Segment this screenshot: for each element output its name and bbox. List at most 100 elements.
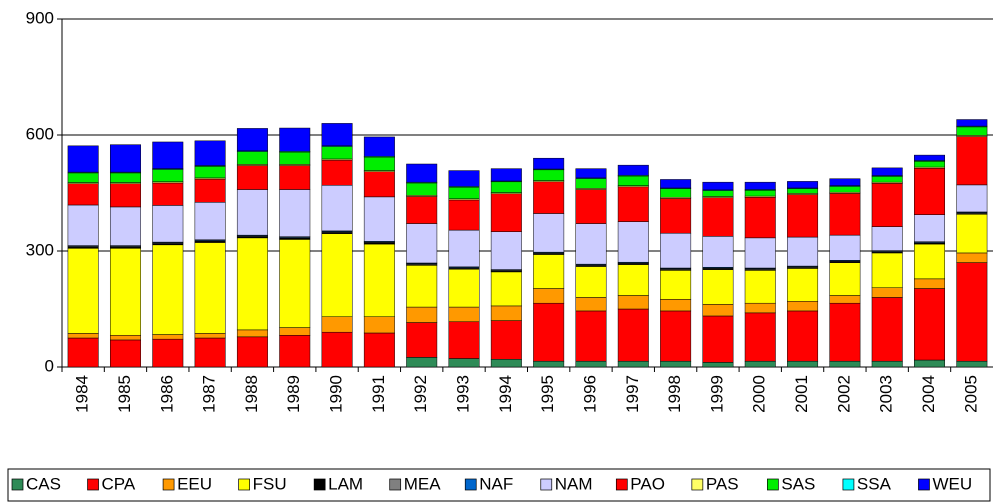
legend-swatch <box>11 478 24 491</box>
bar-segment <box>490 305 522 321</box>
legend-swatch <box>87 478 99 491</box>
bar-segment <box>575 189 607 224</box>
bar-segment <box>321 123 353 147</box>
bar-segment <box>702 269 734 305</box>
bar-segment <box>67 183 99 206</box>
bar-segment <box>279 127 311 152</box>
bar-segment <box>914 168 946 215</box>
x-tick-label: 2002 <box>834 375 853 413</box>
bar-segment <box>406 265 438 308</box>
bar-segment <box>236 151 268 165</box>
bar-segment <box>109 183 141 208</box>
bar-segment <box>787 181 819 189</box>
bar-segment <box>829 178 861 186</box>
bar-segment <box>448 229 480 268</box>
bar-segment <box>279 165 311 190</box>
bar-segment <box>956 136 988 186</box>
legend-label: SSA <box>857 474 892 493</box>
bar-segment <box>363 243 395 317</box>
bar-segment <box>533 302 565 362</box>
bar-segment <box>744 237 776 269</box>
x-tick-label: 1984 <box>73 375 92 413</box>
bar-segment <box>490 231 522 270</box>
bar-segment <box>533 254 565 289</box>
bar-segment <box>279 151 311 165</box>
y-tick-label: 300 <box>26 240 54 259</box>
bar-segment <box>744 312 776 362</box>
x-tick-label: 1993 <box>454 375 473 413</box>
bar-segment <box>702 190 734 197</box>
bar-segment <box>533 360 565 368</box>
bar-segment <box>67 145 99 173</box>
bar-segment <box>67 248 99 334</box>
bar-segment <box>575 178 607 189</box>
bar-segment <box>279 335 311 368</box>
bar-segment <box>533 169 565 181</box>
legend-swatch <box>238 478 250 491</box>
x-tick-label: 1997 <box>623 375 642 413</box>
bar-segment <box>575 168 607 179</box>
bar-segment <box>279 239 311 328</box>
bar-segment <box>914 214 946 242</box>
bar-segment <box>702 315 734 363</box>
legend-swatch <box>615 478 628 491</box>
bar-segment <box>533 181 565 214</box>
legend-label: PAO <box>630 474 665 493</box>
bar-segment <box>829 360 861 368</box>
legend-swatch <box>842 478 855 491</box>
bar-segment <box>533 157 565 170</box>
bar-segment <box>660 188 692 198</box>
bar-segment <box>871 297 903 362</box>
bar-segment <box>787 301 819 312</box>
legend-swatch <box>389 478 402 491</box>
bar-segment <box>363 316 395 334</box>
bar-segment <box>617 186 649 222</box>
bar-segment <box>406 322 438 358</box>
bar-segment <box>194 140 226 166</box>
legend-label: WEU <box>932 474 972 493</box>
bar-segment <box>829 262 861 296</box>
bar-segment <box>660 270 692 300</box>
bar-segment <box>321 185 353 232</box>
bar-segment <box>236 189 268 236</box>
y-tick-label: 900 <box>26 8 54 27</box>
bar-segment <box>871 360 903 368</box>
bar-segment <box>660 198 692 234</box>
bar-segment <box>448 306 480 323</box>
bar-segment <box>702 236 734 268</box>
bar-segment <box>744 190 776 197</box>
bar-segment <box>194 178 226 203</box>
bar-segment <box>617 308 649 362</box>
x-tick-label: 1999 <box>707 375 726 413</box>
bar-segment <box>617 164 649 176</box>
bar-segment <box>321 159 353 186</box>
bar-segment <box>829 186 861 193</box>
x-tick-label: 1987 <box>200 375 219 413</box>
legend-swatch <box>162 478 175 491</box>
bar-segment <box>829 234 861 261</box>
bar-segment <box>363 136 395 157</box>
bar-segment <box>109 335 141 341</box>
bar-segment <box>152 169 184 183</box>
bar-segment <box>702 197 734 237</box>
bar-segment <box>152 334 184 340</box>
bar-segment <box>490 320 522 360</box>
legend-label: EEU <box>177 474 212 493</box>
legend-swatch <box>767 478 779 491</box>
bar-segment <box>914 243 946 280</box>
bar-segment <box>914 161 946 168</box>
x-tick-label: 1995 <box>538 375 557 413</box>
legend-label: MEA <box>404 474 442 493</box>
bar-segment <box>67 337 99 368</box>
bar-segment <box>533 288 565 304</box>
bar-segment <box>448 186 480 200</box>
bar-segment <box>406 196 438 224</box>
bar-segment <box>363 196 395 242</box>
bar-segment <box>871 183 903 227</box>
bar-segment <box>787 360 819 368</box>
legend-label: CPA <box>102 474 136 493</box>
y-tick-label: 600 <box>26 124 54 143</box>
bar-segment <box>406 223 438 264</box>
